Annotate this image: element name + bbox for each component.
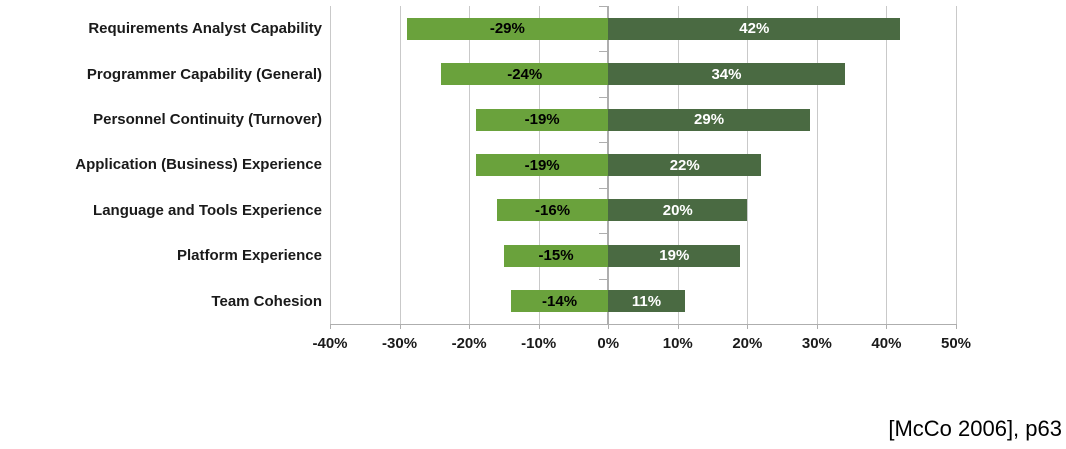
x-tick-label: -10% xyxy=(521,335,557,352)
x-axis-tick xyxy=(330,324,331,329)
positive-bar: 34% xyxy=(608,63,845,86)
x-axis-line xyxy=(330,324,957,325)
gridline xyxy=(956,6,957,324)
category-label: Programmer Capability (General) xyxy=(86,65,322,83)
x-axis-tick xyxy=(608,324,610,329)
negative-bar: -29% xyxy=(406,17,609,40)
negative-bar: -16% xyxy=(496,199,609,222)
negative-bar: -19% xyxy=(476,108,609,131)
x-tick-label: 50% xyxy=(940,335,972,352)
x-axis-tick xyxy=(399,324,401,329)
citation: [McCo 2006], p63 xyxy=(888,416,1062,441)
x-axis-tick xyxy=(538,324,540,329)
negative-bar: -14% xyxy=(510,290,609,313)
y-axis-tick xyxy=(599,6,608,7)
gridline xyxy=(330,6,331,324)
x-axis-tick xyxy=(677,324,679,329)
y-axis-tick xyxy=(599,142,608,144)
y-axis-tick xyxy=(599,278,608,280)
x-tick-label: -40% xyxy=(312,335,348,352)
x-tick-label: 10% xyxy=(662,335,693,352)
y-axis-tick xyxy=(599,96,608,98)
gridline xyxy=(816,6,818,324)
x-axis-tick xyxy=(469,324,471,329)
negative-bar: -15% xyxy=(503,244,609,267)
positive-bar: 19% xyxy=(608,244,741,267)
gridline xyxy=(469,6,471,324)
positive-bar: 11% xyxy=(608,290,685,313)
x-tick-label: 40% xyxy=(871,335,902,352)
positive-bar: 22% xyxy=(608,154,762,176)
y-axis-tick xyxy=(599,51,608,53)
x-axis-tick xyxy=(886,324,888,329)
negative-bar: -24% xyxy=(441,63,609,86)
category-label: Platform Experience xyxy=(176,247,322,265)
category-label: Language and Tools Experience xyxy=(93,201,322,219)
x-axis-tick xyxy=(816,324,818,329)
positive-bar: 20% xyxy=(608,199,748,222)
x-axis-tick xyxy=(956,324,957,329)
positive-bar: 29% xyxy=(608,108,810,131)
x-tick-label: -20% xyxy=(451,335,487,352)
category-label: Personnel Continuity (Turnover) xyxy=(93,111,322,129)
y-axis-tick xyxy=(599,233,608,235)
gridline xyxy=(886,6,888,324)
x-tick-label: 20% xyxy=(732,335,763,352)
gridline xyxy=(399,6,401,324)
positive-bar: 42% xyxy=(608,17,901,40)
negative-bar: -19% xyxy=(476,154,609,176)
category-label: Application (Business) Experience xyxy=(75,156,322,174)
category-label: Requirements Analyst Capability xyxy=(88,20,322,38)
y-axis-tick xyxy=(599,187,608,189)
x-tick-label: 0% xyxy=(597,335,620,352)
category-label: Team Cohesion xyxy=(211,292,322,310)
x-tick-label: 30% xyxy=(801,335,832,352)
x-axis-tick xyxy=(747,324,749,329)
x-tick-label: -30% xyxy=(382,335,418,352)
